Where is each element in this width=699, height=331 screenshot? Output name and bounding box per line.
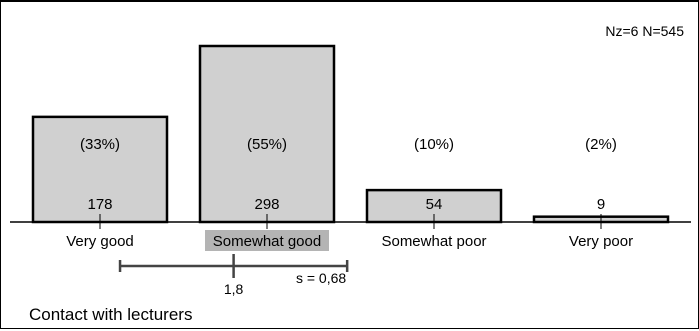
std-dev-label: s = 0,68 — [296, 270, 346, 286]
count-label-very-good: 178 — [87, 196, 112, 213]
chart-title: Contact with lecturers — [29, 305, 193, 324]
category-label-somewhat-good: Somewhat good — [213, 233, 321, 250]
category-label-very-good: Very good — [66, 233, 134, 250]
category-label-very-poor: Very poor — [569, 233, 633, 250]
category-label-somewhat-poor: Somewhat poor — [381, 233, 486, 250]
sample-size-label: Nz=6 N=545 — [605, 23, 684, 39]
percent-label-somewhat-poor: (10%) — [414, 136, 454, 153]
count-label-somewhat-good: 298 — [254, 196, 279, 213]
bar-somewhat-good — [198, 44, 336, 224]
bar-very-good — [31, 115, 169, 224]
count-label-somewhat-poor: 54 — [426, 196, 443, 213]
count-label-very-poor: 9 — [597, 196, 605, 213]
percent-label-very-poor: (2%) — [585, 136, 617, 153]
mean-label: 1,8 — [224, 281, 244, 297]
percent-label-very-good: (33%) — [80, 136, 120, 153]
percent-label-somewhat-good: (55%) — [247, 136, 287, 153]
category-highlight — [205, 230, 329, 251]
